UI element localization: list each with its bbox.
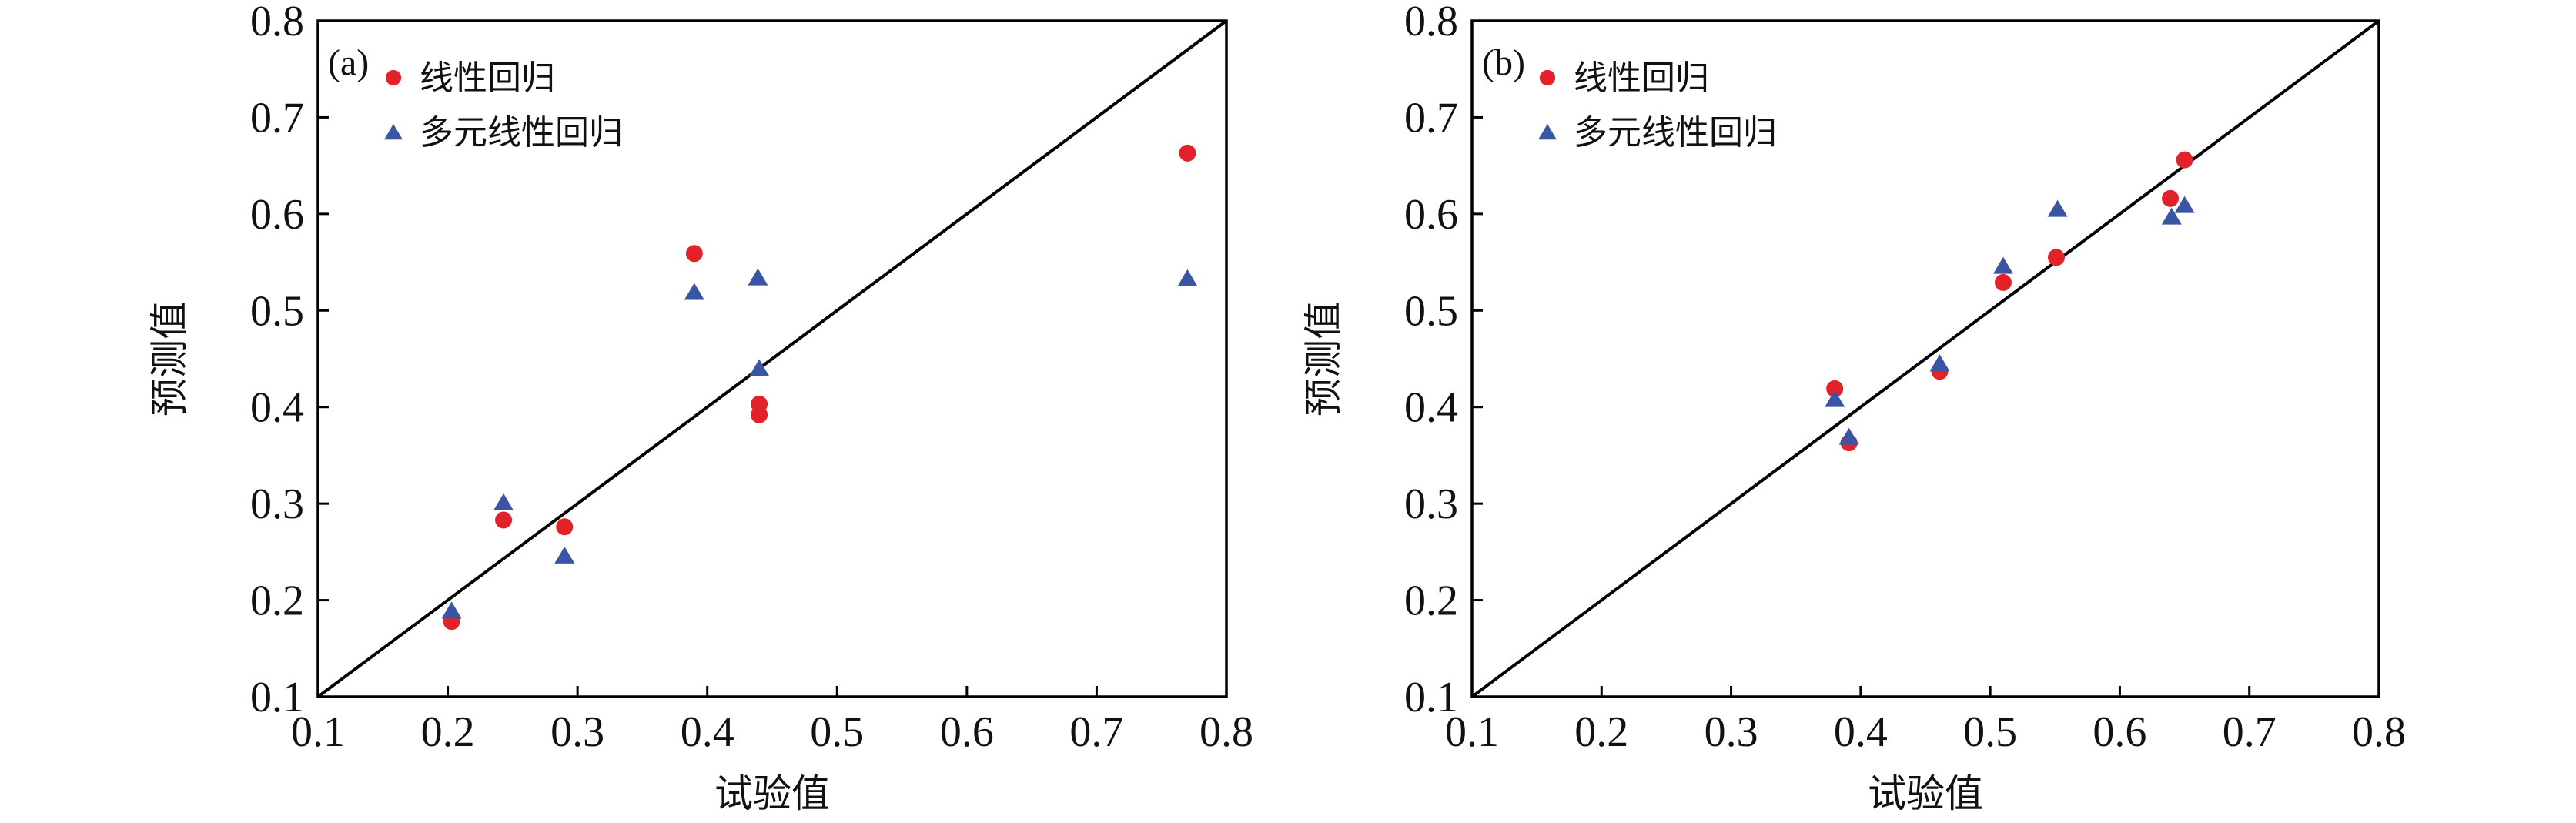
data-point-triangle: [748, 268, 768, 286]
data-point-triangle: [2161, 207, 2182, 225]
data-point-circle: [751, 406, 768, 423]
series-circle: [443, 144, 1196, 631]
series-circle: [1826, 151, 2193, 452]
data-point-triangle: [1929, 354, 1950, 372]
panel-label: (a): [328, 42, 369, 83]
data-point-circle: [2176, 151, 2193, 169]
y-tick-label: 0.7: [250, 94, 304, 142]
data-point-circle: [1179, 144, 1196, 162]
x-tick-label: 0.5: [1963, 708, 2017, 756]
data-point-circle: [2162, 189, 2180, 207]
data-point-triangle: [749, 359, 770, 376]
legend-label: 线性回归: [1574, 59, 1709, 97]
y-tick-label: 0.1: [250, 674, 304, 721]
data-point-triangle: [1992, 256, 2013, 274]
x-tick-label: 0.8: [1199, 708, 1253, 756]
x-tick-label: 0.5: [810, 708, 864, 756]
legend-label: 多元线性回归: [420, 114, 623, 152]
legend-marker-circle-icon: [1539, 69, 1556, 86]
y-tick-label: 0.6: [250, 191, 304, 239]
x-tick-label: 0.6: [940, 708, 994, 756]
series-triangle: [441, 268, 1198, 619]
y-tick-label: 0.1: [1404, 674, 1458, 721]
x-tick-label: 0.2: [1574, 708, 1628, 756]
y-tick-label: 0.3: [250, 480, 304, 528]
panel-label: (b): [1482, 42, 1525, 83]
data-point-circle: [2047, 249, 2065, 266]
y-tick-label: 0.4: [250, 384, 304, 432]
plot-frame: [316, 19, 1228, 698]
y-axis-title: 预测值: [148, 301, 191, 417]
legend-label: 线性回归: [420, 59, 555, 97]
scatter-panel-a: 0.10.1 0.2 0.2 0.3 0.3 0.4 0.4 0.5 0.5 0.6 0.6 0.7 0…: [148, 0, 1253, 815]
data-point-triangle: [2174, 196, 2195, 213]
legend-marker-triangle-icon: [384, 123, 403, 140]
y-tick-label: 0.6: [1404, 191, 1458, 239]
legend-label: 多元线性回归: [1574, 114, 1777, 152]
x-tick-label: 0.4: [681, 708, 734, 756]
scatter-panel-b: 0.10.1 0.2 0.2 0.3 0.3 0.4 0.4 0.5 0.5 0.6 0.6 0.7 0…: [1302, 0, 2406, 815]
data-point-triangle: [684, 283, 704, 300]
data-point-triangle: [2047, 199, 2068, 217]
data-point-triangle: [1825, 390, 1845, 407]
x-tick-label: 0.1: [291, 708, 345, 756]
x-tick-label: 0.4: [1834, 708, 1888, 756]
y-axis-title: 预测值: [1302, 301, 1345, 417]
data-point-triangle: [554, 546, 575, 564]
x-tick-label: 0.2: [421, 708, 475, 756]
x-tick-label: 0.3: [1705, 708, 1758, 756]
identity-line: [1470, 19, 2380, 698]
y-tick-label: 0.5: [1404, 287, 1458, 335]
data-point-circle: [495, 511, 513, 529]
x-tick-label: 0.8: [2352, 708, 2406, 756]
data-point-triangle: [493, 493, 514, 510]
y-tick-label: 0.8: [250, 0, 304, 45]
plot-frame: [1470, 19, 2380, 698]
y-tick-label: 0.3: [1404, 480, 1458, 528]
x-tick-label: 0.7: [2223, 708, 2277, 756]
y-tick-label: 0.4: [1404, 384, 1458, 432]
x-tick-label: 0.1: [1445, 708, 1499, 756]
data-point-circle: [1994, 273, 2012, 291]
data-point-triangle: [441, 601, 462, 619]
x-axis-title: 试验值: [714, 772, 830, 815]
data-point-triangle: [1838, 427, 1859, 445]
legend-marker-triangle-icon: [1538, 123, 1557, 140]
y-tick-label: 0.7: [1404, 94, 1458, 142]
x-tick-label: 0.3: [550, 708, 604, 756]
identity-line: [316, 19, 1228, 698]
x-tick-label: 0.7: [1069, 708, 1123, 756]
series-triangle: [1825, 196, 2195, 445]
data-point-circle: [685, 245, 703, 263]
data-point-circle: [556, 518, 574, 536]
legend-marker-circle-icon: [385, 69, 402, 86]
x-axis-title: 试验值: [1868, 772, 1983, 815]
y-tick-label: 0.2: [250, 577, 304, 625]
data-point-circle: [1826, 380, 1844, 397]
y-tick-label: 0.8: [1404, 0, 1458, 45]
data-point-triangle: [1177, 269, 1198, 286]
y-tick-label: 0.5: [250, 287, 304, 335]
y-tick-label: 0.2: [1404, 577, 1458, 625]
x-tick-label: 0.6: [2093, 708, 2146, 756]
